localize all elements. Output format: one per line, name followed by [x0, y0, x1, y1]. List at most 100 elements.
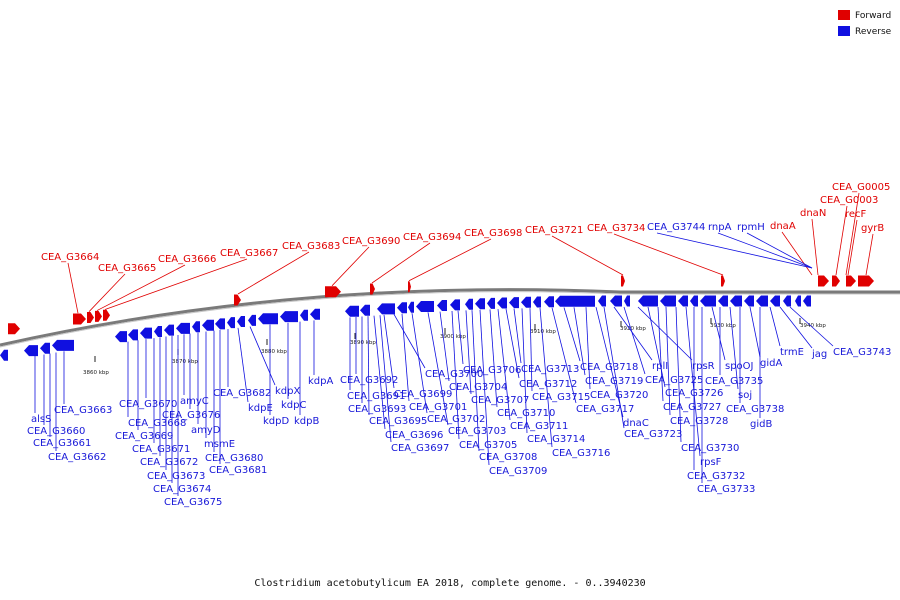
reverse-gene-arrow[interactable] [360, 304, 370, 316]
reverse-gene-arrow[interactable] [52, 339, 74, 351]
reverse-gene-arrow[interactable] [437, 300, 447, 312]
reverse-gene-arrow[interactable] [718, 295, 728, 307]
reverse-gene-arrow[interactable] [416, 300, 434, 312]
reverse-gene-arrow[interactable] [497, 297, 507, 309]
reverse-gene-label: trmE [780, 347, 804, 358]
reverse-gene-label: alsS [31, 414, 51, 425]
reverse-gene-arrow[interactable] [408, 301, 414, 313]
reverse-gene-label: soj [738, 390, 752, 401]
reverse-gene-label: CEA_G3701 [409, 402, 467, 413]
leader-line [811, 218, 819, 276]
reverse-gene-arrow[interactable] [624, 295, 630, 307]
reverse-gene-arrow[interactable] [397, 302, 407, 314]
reverse-gene-arrow[interactable] [610, 295, 622, 307]
reverse-gene-label: CEA_G3717 [576, 404, 634, 415]
forward-genes [8, 275, 874, 335]
reverse-gene-label: CEA_G3706 [463, 365, 521, 376]
reverse-gene-arrow[interactable] [192, 321, 200, 333]
forward-gene-arrow[interactable] [858, 275, 874, 287]
genome-caption: Clostridium acetobutylicum EA 2018, comp… [254, 578, 646, 589]
reverse-gene-arrow[interactable] [660, 295, 676, 307]
reverse-gene-arrow[interactable] [465, 298, 473, 310]
reverse-gene-arrow[interactable] [544, 296, 554, 308]
reverse-gene-arrow[interactable] [24, 345, 38, 357]
reverse-gene-arrow[interactable] [40, 342, 50, 354]
reverse-gene-label: amyD [191, 425, 221, 436]
reverse-gene-arrow[interactable] [475, 298, 485, 310]
reverse-gene-arrow[interactable] [248, 314, 256, 326]
reverse-gene-arrow[interactable] [115, 331, 127, 343]
reverse-gene-arrow[interactable] [690, 295, 698, 307]
reverse-gene-arrow[interactable] [509, 297, 519, 309]
tick-label: 3920 kbp [620, 326, 646, 332]
reverse-gene-arrow[interactable] [638, 295, 658, 307]
leader-line [711, 306, 726, 361]
reverse-gene-arrow[interactable] [215, 318, 225, 330]
reverse-gene-arrow[interactable] [521, 296, 531, 308]
reverse-gene-arrow[interactable] [450, 299, 460, 311]
reverse-gene-label: gidA [760, 358, 782, 369]
leader-line [845, 192, 860, 276]
reverse-gene-arrow[interactable] [237, 316, 245, 328]
reverse-gene-label: CEA_G3710 [497, 408, 555, 419]
forward-gene-arrow[interactable] [103, 309, 110, 321]
forward-gene-arrow[interactable] [846, 275, 856, 287]
reverse-gene-arrow[interactable] [533, 296, 541, 308]
forward-gene-arrow[interactable] [8, 323, 20, 335]
forward-gene-arrow[interactable] [621, 275, 625, 287]
reverse-gene-label: CEA_G3743 [833, 347, 891, 358]
forward-gene-arrow[interactable] [73, 313, 86, 325]
reverse-gene-arrow[interactable] [730, 295, 742, 307]
reverse-gene-arrow[interactable] [783, 295, 791, 307]
reverse-gene-label: CEA_G3715 [532, 392, 590, 403]
reverse-gene-arrow[interactable] [770, 295, 780, 307]
reverse-gene-arrow[interactable] [700, 295, 716, 307]
reverse-gene-arrow[interactable] [280, 311, 298, 323]
reverse-gene-arrow[interactable] [744, 295, 754, 307]
reverse-gene-arrow[interactable] [795, 295, 801, 307]
forward-gene-arrow[interactable] [408, 281, 411, 293]
reverse-gene-arrow[interactable] [0, 349, 8, 361]
leader-line [104, 258, 248, 310]
reverse-gene-arrow[interactable] [678, 295, 688, 307]
reverse-gene-arrow[interactable] [128, 329, 138, 341]
reverse-gene-arrow[interactable] [377, 303, 395, 315]
forward-gene-arrow[interactable] [370, 283, 375, 295]
forward-gene-arrow[interactable] [234, 294, 241, 306]
reverse-gene-arrow[interactable] [164, 324, 174, 336]
reverse-gene-arrow[interactable] [227, 317, 235, 329]
reverse-gene-arrow[interactable] [310, 308, 320, 320]
forward-gene-arrow[interactable] [87, 311, 94, 323]
tick-label: 3910 kbp [530, 329, 556, 335]
forward-gene-arrow[interactable] [95, 310, 102, 322]
forward-gene-arrow[interactable] [832, 275, 840, 287]
reverse-gene-arrow[interactable] [258, 313, 278, 325]
reverse-gene-label: msmE [204, 439, 235, 450]
reverse-gene-arrow[interactable] [803, 295, 811, 307]
forward-gene-arrow[interactable] [721, 275, 725, 287]
reverse-gene-arrow[interactable] [300, 309, 308, 321]
genome-backbone-shadow [0, 291, 900, 348]
reverse-gene-arrow[interactable] [756, 295, 768, 307]
reverse-gene-arrow[interactable] [345, 305, 359, 317]
forward-gene-arrow[interactable] [325, 286, 341, 298]
reverse-gene-arrow[interactable] [176, 322, 190, 334]
leader-line [729, 306, 739, 390]
reverse-gene-arrow[interactable] [202, 319, 214, 331]
forward-gene-label: dnaN [800, 208, 826, 219]
reverse-gene-arrow[interactable] [487, 297, 495, 309]
reverse-gene-arrow[interactable] [598, 295, 606, 307]
reverse-gene-label: CEA_G3714 [527, 434, 585, 445]
reverse-gene-label: rpsF [700, 457, 722, 468]
leader-line [623, 306, 646, 375]
forward-gene-label: CEA_G0003 [820, 195, 878, 206]
reverse-gene-label: kdpE [248, 403, 273, 414]
leader-line [457, 310, 464, 365]
leader-line [379, 315, 392, 443]
reverse-gene-arrow[interactable] [140, 327, 152, 339]
reverse-gene-arrow[interactable] [154, 326, 162, 338]
reverse-gene-label: CEA_G3670 [119, 399, 177, 410]
reverse-gene-arrow[interactable] [555, 295, 595, 307]
reverse-gene-label: CEA_G3668 [128, 418, 186, 429]
forward-gene-arrow[interactable] [818, 275, 829, 287]
